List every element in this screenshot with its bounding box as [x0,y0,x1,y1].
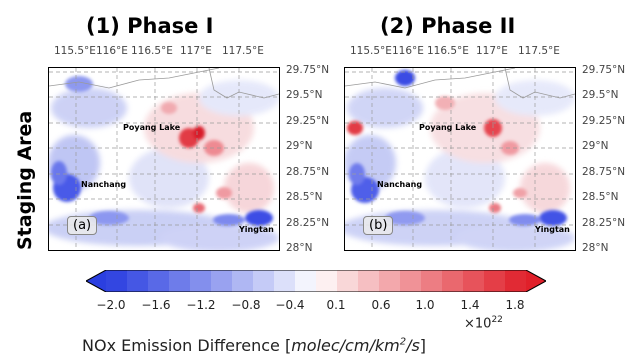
colorbar-cell [253,270,275,292]
map-panel-phase-2: Poyang Lake Nanchang Yingtan (b) [344,67,576,251]
lat-tick: 28°N [582,242,609,254]
colorbar-tick: −0.4 [275,298,305,312]
colorbar-cell [232,270,254,292]
panel-tag: (a) [67,216,98,235]
colorbar-cell [127,270,149,292]
colorbar-tick: −1.2 [186,298,216,312]
lat-tick: 28.75°N [582,166,626,178]
colorbar-tick: −0.8 [231,298,261,312]
lon-tick: 117.5°E [222,45,264,57]
colorbar-exponent: ×1022 [464,315,503,332]
lat-tick: 29.75°N [582,64,626,76]
lon-tick: 117°E [180,45,212,57]
colorbar-tick: −1.6 [141,298,171,312]
lat-tick: 29.5°N [582,89,619,101]
label-nanchang: Nanchang [81,180,127,189]
lon-tick: 117°E [476,45,508,57]
lon-tick: 117.5°E [518,45,560,57]
colorbar-cell [274,270,296,292]
colorbar-tick: 1.8 [505,298,525,312]
panel-tag: (b) [363,216,394,235]
lon-tick: 116°E [392,45,424,57]
row-label: Staging Area [14,110,36,250]
colorbar-cell [190,270,212,292]
colorbar-cell [400,270,422,292]
colorbar-cell [211,270,233,292]
lat-tick: 29.25°N [582,115,626,127]
colorbar-cell [358,270,380,292]
lat-tick: 29°N [286,140,313,152]
colorbar-tick: 0.6 [371,298,391,312]
label-yingtan: Yingtan [239,225,274,234]
colorbar-cells [86,270,546,292]
label-poyang-lake: Poyang Lake [419,123,477,132]
panel-title-1: (1) Phase I [86,14,214,38]
label-nanchang: Nanchang [377,180,423,189]
colorbar-cell [442,270,464,292]
colorbar-cell [169,270,191,292]
colorbar-tick: 1.0 [415,298,435,312]
lat-tick: 29.25°N [286,115,330,127]
lon-tick: 116.5°E [131,45,173,57]
emission-field-2 [345,68,575,250]
colorbar-cell [505,270,527,292]
label-yingtan: Yingtan [535,225,570,234]
colorbar-cell [463,270,485,292]
colorbar-tick: 1.4 [460,298,480,312]
colorbar-cell [295,270,317,292]
colorbar-cell [316,270,338,292]
lon-tick: 115.5°E [54,45,96,57]
lon-tick: 115.5°E [350,45,392,57]
colorbar [86,270,546,292]
colorbar-cell [148,270,170,292]
lat-tick: 28.25°N [582,217,626,229]
colorbar-label: NOx Emission Difference [molec/cm/km2/s] [82,336,427,355]
colorbar-cell [484,270,506,292]
colorbar-cell [106,270,128,292]
lat-tick: 28.75°N [286,166,330,178]
lat-tick: 28.25°N [286,217,330,229]
colorbar-tick: −2.0 [96,298,126,312]
colorbar-arrow-right [526,270,546,292]
lat-tick: 28.5°N [582,191,619,203]
lat-tick: 29.75°N [286,64,330,76]
lat-tick: 29°N [582,140,609,152]
lat-tick: 29.5°N [286,89,323,101]
emission-field-1 [49,68,279,250]
label-poyang-lake: Poyang Lake [123,123,181,132]
lon-tick: 116°E [96,45,128,57]
colorbar-arrow-left [86,270,106,292]
colorbar-tick: 0.1 [326,298,346,312]
panel-title-2: (2) Phase II [380,14,516,38]
colorbar-cell [337,270,359,292]
lat-tick: 28°N [286,242,313,254]
colorbar-cell [379,270,401,292]
map-panel-phase-1: Poyang Lake Nanchang Yingtan (a) [48,67,280,251]
colorbar-cell [421,270,443,292]
lon-tick: 116.5°E [427,45,469,57]
lat-tick: 28.5°N [286,191,323,203]
